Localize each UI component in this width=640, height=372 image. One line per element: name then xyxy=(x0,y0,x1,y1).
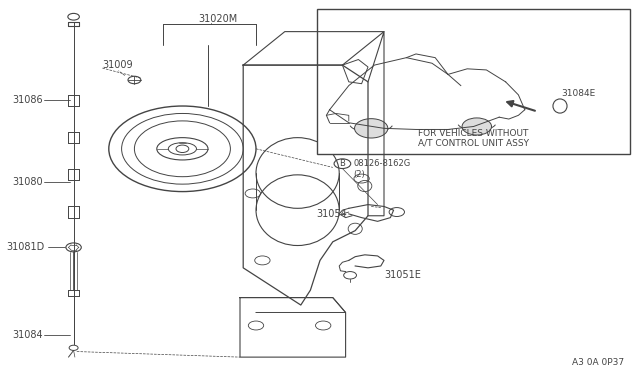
Text: A3 0A 0P37: A3 0A 0P37 xyxy=(572,358,624,367)
Text: 31080: 31080 xyxy=(13,177,44,187)
Text: B: B xyxy=(339,159,346,168)
Text: 08126-8162G: 08126-8162G xyxy=(353,159,410,168)
Text: 31081D: 31081D xyxy=(6,243,45,252)
Text: 31084: 31084 xyxy=(13,330,44,340)
Circle shape xyxy=(462,118,492,135)
Circle shape xyxy=(176,145,189,153)
Text: (2): (2) xyxy=(353,170,365,179)
Text: 31009: 31009 xyxy=(102,60,133,70)
Text: 31086: 31086 xyxy=(13,96,44,105)
Text: 31084E: 31084E xyxy=(561,89,596,98)
Bar xyxy=(317,9,630,154)
Circle shape xyxy=(355,119,388,138)
Text: 31020M: 31020M xyxy=(198,15,237,24)
Text: FOR VEHICLES WITHOUT: FOR VEHICLES WITHOUT xyxy=(419,129,529,138)
Text: 31051E: 31051E xyxy=(384,270,421,279)
Text: 31054: 31054 xyxy=(317,209,348,219)
Text: A/T CONTROL UNIT ASSY: A/T CONTROL UNIT ASSY xyxy=(418,139,529,148)
